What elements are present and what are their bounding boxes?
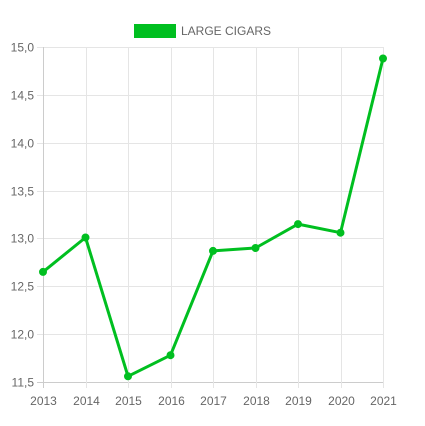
y-tick-label: 15,0: [11, 41, 35, 55]
series: [39, 54, 387, 381]
legend-label[interactable]: LARGE CIGARS: [181, 24, 271, 38]
data-point[interactable]: [379, 54, 387, 63]
x-tick-label: 2013: [30, 394, 57, 408]
legend-swatch[interactable]: [134, 24, 176, 38]
y-tick-label: 13,0: [11, 232, 35, 246]
x-tick-label: 2020: [328, 394, 355, 408]
data-point[interactable]: [294, 220, 302, 229]
y-tick-label: 12,0: [11, 328, 35, 342]
y-tick-label: 14,5: [11, 89, 35, 103]
y-tick-label: 14,0: [11, 137, 35, 151]
x-tick-label: 2021: [370, 394, 397, 408]
data-point[interactable]: [124, 372, 132, 381]
data-point[interactable]: [336, 228, 345, 237]
y-tick-label: 12,5: [11, 280, 35, 294]
x-tick-label: 2017: [200, 394, 227, 408]
data-point[interactable]: [166, 351, 175, 360]
x-tick-label: 2019: [285, 394, 312, 408]
y-tick-label: 11,5: [12, 376, 35, 390]
x-tick-label: 2018: [243, 394, 270, 408]
x-tick-label: 2015: [115, 394, 142, 408]
y-tick-label: 13,5: [11, 185, 35, 199]
x-tick-label: 2016: [158, 394, 185, 408]
data-point[interactable]: [209, 246, 217, 255]
data-point[interactable]: [81, 233, 90, 242]
x-tick-label: 2014: [73, 394, 100, 408]
axes: 15,0 14,5 14,0 13,5 13,0 12,5 12,0 11,5 2013 2014…: [11, 41, 398, 409]
grid: [37, 47, 384, 388]
data-point[interactable]: [39, 267, 47, 276]
data-point[interactable]: [251, 244, 260, 252]
legend[interactable]: LARGE CIGARS: [134, 24, 271, 38]
